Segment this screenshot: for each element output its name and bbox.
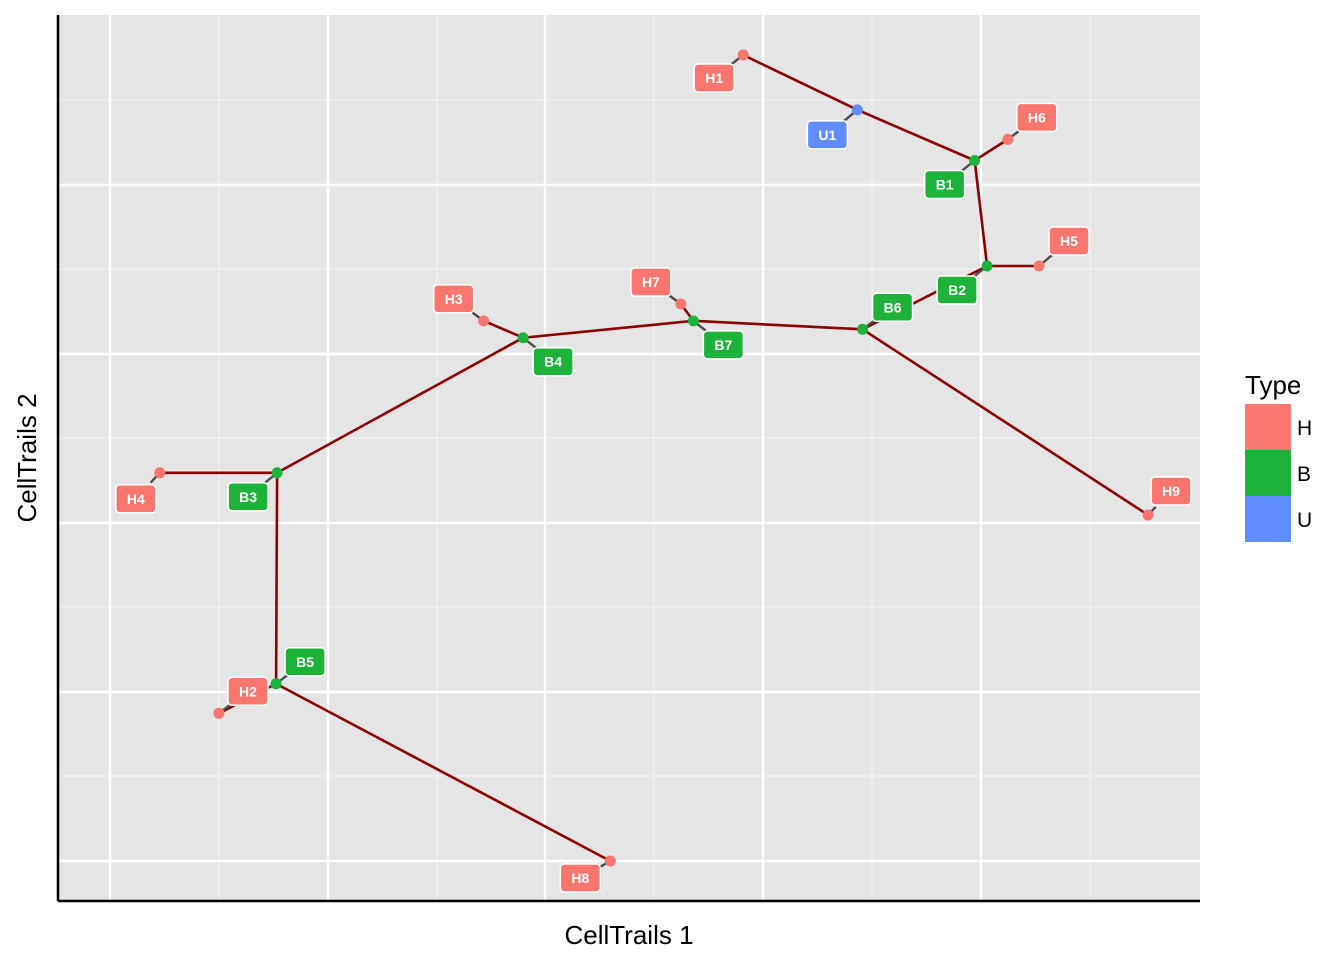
edges-layer [159,53,1149,863]
point-h1 [737,49,749,61]
label-box-u1 [806,120,849,150]
label-box-h2 [227,676,269,707]
legend-label-b: B [1297,463,1311,486]
label-text-b5: B5 [296,654,314,670]
label-box-h6 [1016,102,1058,133]
label-text-h2: H2 [239,683,257,699]
edge-H1-U1 [742,53,858,112]
edge-B1-B2 [973,160,989,267]
point-h3 [478,315,490,327]
label-text-h4: H4 [127,491,145,507]
point-h8 [604,855,616,867]
point-h5 [1033,260,1045,272]
label-text-h1: H1 [705,70,723,86]
legend-key-b [1245,450,1291,496]
point-h9 [1142,509,1154,521]
label-box-h1 [693,63,735,93]
edge-U1-B1 [856,108,976,162]
point-h4 [154,467,166,479]
edge-B6-B7 [693,319,863,331]
edge-B7-B4 [522,319,694,340]
point-b6 [857,323,869,335]
point-u1 [851,104,863,116]
label-box-b1 [923,169,966,200]
x-axis-title: CellTrails 1 [564,920,693,950]
grid-lines [58,15,1200,901]
point-h2 [213,707,225,719]
legend-label-h: H [1297,417,1312,440]
points-layer [154,49,1154,867]
point-h7 [675,298,687,310]
labels-layer: H1 U1 H6 B1 H5 B2 B6 B7 H7 B4 H3 B3 H4 H9 B5 H2 H8 [115,63,1192,893]
point-b1 [969,154,981,166]
label-box-h3 [432,284,475,314]
legend-title: Type [1245,370,1301,400]
legend-label-u: U [1297,509,1312,532]
label-text-h5: H5 [1060,233,1078,249]
point-b4 [517,332,529,344]
label-box-b5 [284,647,326,677]
label-box-b3 [227,482,269,512]
edge-B1-H6 [973,138,1009,162]
label-box-b7 [702,330,745,360]
label-box-h5 [1048,226,1090,256]
legend-key-h [1245,404,1291,450]
point-b3 [271,467,283,479]
label-text-h8: H8 [571,870,589,886]
label-text-b3: B3 [239,489,257,505]
plot-panel [58,15,1200,901]
label-text-h3: H3 [445,291,463,307]
label-text-u1: U1 [818,127,836,143]
edge-B4-H3 [483,319,524,339]
label-box-h4 [115,484,157,514]
label-text-h6: H6 [1028,109,1046,125]
label-text-h9: H9 [1162,483,1180,499]
label-text-b2: B2 [948,282,966,298]
point-h6 [1002,133,1014,145]
edge-B6-H9 [861,328,1149,517]
edge-B3-B5 [274,472,279,684]
label-box-b2 [936,275,978,305]
label-text-b6: B6 [884,299,902,315]
label-text-b7: B7 [714,337,732,353]
label-box-h8 [559,863,602,893]
label-box-b4 [532,346,574,377]
label-box-h9 [1150,476,1192,506]
y-axis-title: CellTrails 2 [12,393,42,522]
legend: Type HBU [1245,370,1312,542]
point-b2 [981,260,993,272]
label-text-b4: B4 [544,354,562,370]
point-b7 [687,315,699,327]
legend-key-u [1245,496,1291,542]
edge-B4-B3 [276,336,524,474]
label-text-h7: H7 [642,274,660,290]
point-b5 [270,678,282,690]
label-text-b1: B1 [936,176,954,192]
edge-B5-H8 [275,682,611,863]
label-box-b6 [871,292,914,323]
label-box-h7 [630,267,672,297]
